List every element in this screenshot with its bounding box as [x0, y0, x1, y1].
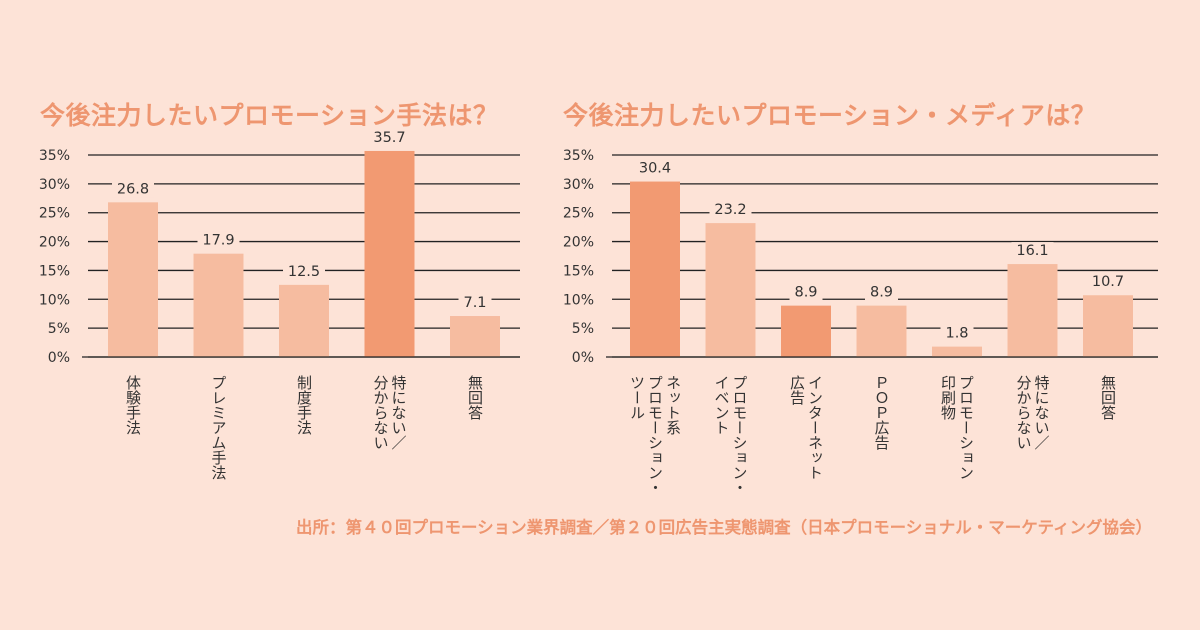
- value-label-backdrop: [112, 180, 154, 198]
- value-label: 12.5: [288, 264, 320, 280]
- category-label: プロモーション・: [731, 375, 749, 495]
- value-label: 17.9: [202, 233, 234, 249]
- value-label: 16.1: [1016, 243, 1048, 259]
- value-label: 7.1: [463, 295, 486, 311]
- y-tick-label: 15%: [563, 263, 594, 279]
- y-tick-label: 5%: [48, 321, 70, 337]
- category-label: 無回答: [1099, 375, 1117, 420]
- bar: [450, 316, 500, 357]
- category-label: プロモーション・: [646, 375, 664, 495]
- value-label: 23.2: [714, 202, 746, 218]
- value-label-backdrop: [197, 231, 240, 249]
- y-tick-label: 10%: [39, 292, 70, 308]
- value-label: 30.4: [639, 161, 671, 177]
- y-tick-label: 0%: [48, 350, 70, 366]
- bar: [1083, 295, 1133, 357]
- category-label: プレミアム手法: [210, 375, 228, 480]
- value-label: 10.7: [1092, 274, 1124, 290]
- value-label-backdrop: [1011, 242, 1054, 260]
- value-label-backdrop: [709, 201, 752, 219]
- category-label: 分からない: [1015, 375, 1033, 450]
- value-label: 8.9: [870, 285, 893, 301]
- bar: [1007, 264, 1058, 357]
- bar: [279, 284, 329, 357]
- bar: [705, 223, 756, 357]
- y-tick-label: 10%: [563, 292, 594, 308]
- category-label: イベント: [713, 375, 731, 435]
- y-tick-label: 35%: [563, 148, 594, 164]
- chart-title-right: 今後注力したいプロモーション・メディアは？: [563, 101, 1097, 130]
- value-label-backdrop: [940, 324, 974, 342]
- value-label: 35.7: [373, 130, 405, 146]
- category-label: 印刷物: [939, 375, 957, 421]
- bar: [856, 305, 907, 357]
- bar: [108, 202, 158, 357]
- category-label: ＰＯＰ広告: [873, 375, 891, 450]
- category-label: ネット系: [664, 375, 682, 435]
- y-tick-label: 5%: [572, 321, 594, 337]
- y-tick-label: 25%: [39, 206, 70, 222]
- category-label: 広告: [788, 375, 806, 405]
- y-tick-label: 15%: [39, 263, 70, 279]
- value-label-backdrop: [283, 262, 325, 280]
- value-label: 26.8: [117, 181, 149, 197]
- y-tick-label: 20%: [563, 235, 594, 251]
- y-tick-label: 30%: [563, 177, 594, 193]
- chart-title-left: 今後注力したいプロモーション手法は？: [40, 101, 499, 130]
- y-tick-label: 0%: [572, 350, 594, 366]
- y-tick-label: 35%: [39, 148, 70, 164]
- value-label-backdrop: [458, 294, 492, 312]
- value-label: 1.8: [945, 326, 968, 342]
- bar: [364, 150, 415, 357]
- category-label: ツール: [628, 375, 646, 420]
- value-label-backdrop: [634, 159, 676, 177]
- y-tick-label: 25%: [563, 206, 594, 222]
- category-label: 特にない／: [1033, 375, 1051, 450]
- category-label: 分からない: [372, 375, 390, 450]
- value-label-backdrop: [789, 283, 823, 301]
- y-tick-label: 30%: [39, 177, 70, 193]
- value-label: 8.9: [794, 285, 817, 301]
- bar: [630, 181, 680, 357]
- value-label-backdrop: [368, 128, 411, 146]
- value-label-backdrop: [1087, 273, 1129, 291]
- category-label: インターネット: [806, 375, 824, 480]
- category-label: 特にない／: [390, 375, 408, 450]
- category-label: 体験手法: [124, 375, 142, 435]
- bar: [781, 305, 831, 357]
- category-label: 無回答: [466, 375, 484, 420]
- category-label: 制度手法: [295, 375, 313, 435]
- bar: [193, 253, 244, 357]
- category-label: プロモーション: [957, 375, 975, 480]
- bar: [932, 346, 982, 357]
- value-label-backdrop: [865, 283, 898, 301]
- y-tick-label: 20%: [39, 235, 70, 251]
- source-note: 出所：第４０回プロモーション業界調査／第２０回広告主実態調査（日本プロモーショナ…: [295, 518, 1152, 537]
